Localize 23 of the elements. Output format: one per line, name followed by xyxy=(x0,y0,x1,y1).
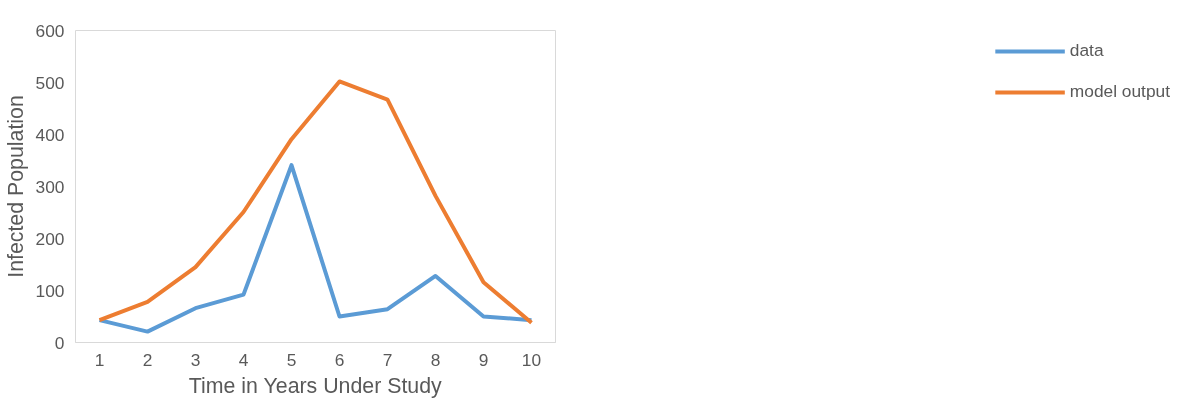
x-tick-label: 9 xyxy=(478,349,489,370)
line-series xyxy=(97,163,534,334)
x-tick-label: 8 xyxy=(430,349,441,370)
legend-label: model output xyxy=(1069,81,1170,102)
x-tick-label: 6 xyxy=(334,349,345,370)
x-tick-label: 2 xyxy=(142,349,153,370)
y-tick-label: 400 xyxy=(35,124,65,145)
y-tick-label: 200 xyxy=(35,228,65,249)
x-tick-label: 7 xyxy=(382,349,393,370)
y-tick-label: 300 xyxy=(35,176,65,197)
x-tick-label: 5 xyxy=(286,349,297,370)
line-series xyxy=(97,79,534,325)
y-tick-label: 500 xyxy=(35,72,65,93)
x-tick-label: 1 xyxy=(94,349,105,370)
legend-label: data xyxy=(1069,40,1104,61)
y-tick-label: 0 xyxy=(54,332,65,353)
y-tick-label: 600 xyxy=(35,20,65,41)
y-axis-title: Infected Population xyxy=(3,95,28,278)
x-tick-label: 10 xyxy=(521,349,542,370)
x-tick-label: 3 xyxy=(190,349,201,370)
y-tick-label: 100 xyxy=(35,280,65,301)
x-tick-label: 4 xyxy=(238,349,249,370)
x-axis-title: Time in Years Under Study xyxy=(188,373,443,398)
